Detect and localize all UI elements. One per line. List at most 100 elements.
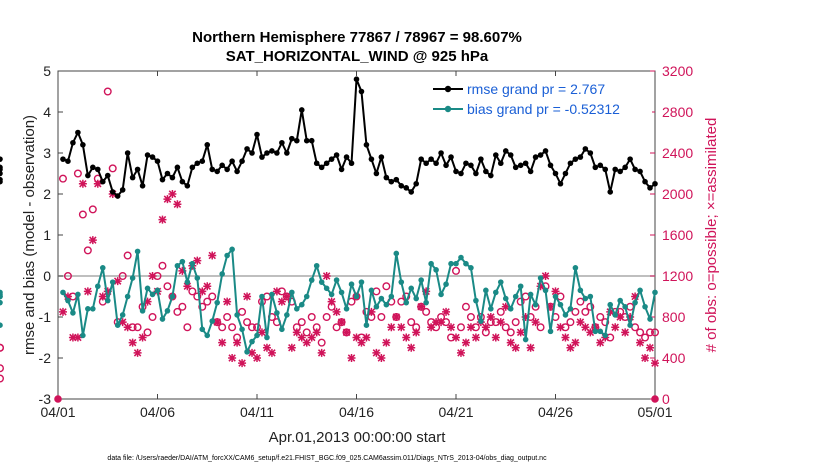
obs-assimilated-point	[501, 302, 510, 311]
bias-point	[109, 279, 116, 285]
rmse-point	[75, 129, 81, 136]
bias-point	[493, 289, 499, 296]
obs-assimilated-point	[432, 318, 441, 327]
bias-point	[294, 306, 300, 312]
bias-point	[478, 318, 484, 324]
obs-possible-point	[173, 307, 182, 316]
rmse-point	[80, 142, 86, 148]
obs-assimilated-point	[138, 333, 147, 342]
obs-assimilated-point	[646, 343, 655, 352]
rmse-point	[70, 139, 76, 146]
rmse-point	[627, 156, 633, 162]
bias-point	[0, 299, 3, 306]
obs-assimilated-point	[412, 328, 421, 337]
bias-point	[209, 318, 216, 324]
obs-possible-point	[73, 169, 82, 178]
bias-point	[249, 338, 255, 345]
bias-point	[254, 332, 260, 339]
left-tick-label: 5	[43, 63, 51, 79]
left-tick-label: -2	[39, 350, 52, 366]
obs-assimilated-point	[248, 348, 257, 357]
rmse-point	[363, 142, 370, 148]
obs-possible-point	[243, 318, 252, 327]
rmse-point	[408, 189, 415, 195]
obs-assimilated-point	[511, 343, 520, 352]
rmse-point	[562, 170, 569, 177]
bias-point	[512, 293, 519, 300]
bias-point	[328, 291, 335, 298]
legend-box	[428, 80, 652, 120]
bias-point	[488, 306, 494, 312]
bias-point	[532, 301, 539, 308]
bias-point	[279, 326, 285, 333]
bias-point	[537, 275, 544, 281]
bias-point	[428, 260, 434, 267]
rmse-point	[294, 137, 300, 144]
obs-assimilated-point	[277, 297, 286, 306]
obs-assimilated-point	[362, 333, 371, 342]
rmse-point	[0, 156, 3, 162]
bias-point	[433, 267, 439, 273]
rmse-point	[458, 170, 464, 177]
bias-point	[373, 303, 380, 310]
rmse-point	[592, 164, 599, 171]
obs-assimilated-point	[611, 323, 620, 332]
rmse-point	[373, 170, 380, 177]
right-tick-label: 400	[662, 350, 686, 366]
obs-possible-point	[506, 328, 515, 337]
bias-point	[497, 279, 504, 285]
right-tick-label: 800	[662, 309, 686, 325]
obs-assimilated-point	[566, 343, 575, 352]
obs-possible-point	[651, 328, 660, 337]
legend-bias-marker	[444, 105, 452, 113]
rmse-point	[313, 160, 320, 167]
rmse-point	[90, 164, 96, 171]
rmse-point	[522, 160, 529, 167]
obs-assimilated-point	[83, 287, 92, 296]
obs-assimilated-point	[466, 323, 475, 332]
rmse-point	[418, 156, 424, 162]
obs-possible-point	[297, 318, 306, 327]
obs-assimilated-point	[536, 282, 545, 291]
obs-assimilated-point	[621, 328, 630, 337]
obs-possible-point	[163, 282, 172, 291]
obs-possible-point	[248, 323, 257, 332]
obs-assimilated-point	[317, 348, 326, 357]
bias-point	[348, 281, 355, 288]
obs-assimilated-point	[148, 272, 157, 280]
rmse-point	[303, 137, 310, 144]
obs-assimilated-point	[491, 333, 500, 342]
bias-point	[632, 299, 638, 306]
obs-assimilated-point	[551, 287, 560, 296]
obs-possible-point	[193, 292, 202, 301]
rmse-point	[483, 168, 489, 175]
rmse-point	[547, 162, 554, 169]
rmse-point	[229, 158, 235, 164]
bias-point	[114, 322, 121, 329]
obs-assimilated-point	[337, 318, 346, 327]
x-tick-label: 04/16	[339, 404, 374, 420]
obs-assimilated-point	[267, 348, 276, 357]
bias-point	[139, 308, 146, 314]
left-tick-label: -1	[39, 309, 52, 325]
bias-point	[612, 312, 618, 318]
bias-point	[259, 293, 265, 300]
x-tick-label: 04/26	[538, 404, 573, 420]
obs-assimilated-point	[332, 307, 341, 316]
obs-possible-point	[566, 318, 575, 327]
obs-assimilated-point	[382, 338, 391, 347]
obs-assimilated-point	[471, 333, 480, 342]
rmse-point	[184, 183, 191, 189]
obs-assimilated-point	[526, 343, 535, 352]
obs-assimilated-point	[178, 266, 187, 275]
bias-point	[134, 248, 141, 255]
bias-point	[483, 287, 489, 294]
obs-possible-point	[536, 323, 545, 332]
rmse-point	[234, 168, 240, 175]
bias-point	[552, 293, 559, 300]
obs-assimilated-point	[307, 333, 316, 342]
bias-point	[244, 349, 250, 355]
obs-assimilated-point	[58, 307, 67, 316]
rmse-point	[209, 166, 216, 173]
bias-point	[393, 250, 400, 257]
